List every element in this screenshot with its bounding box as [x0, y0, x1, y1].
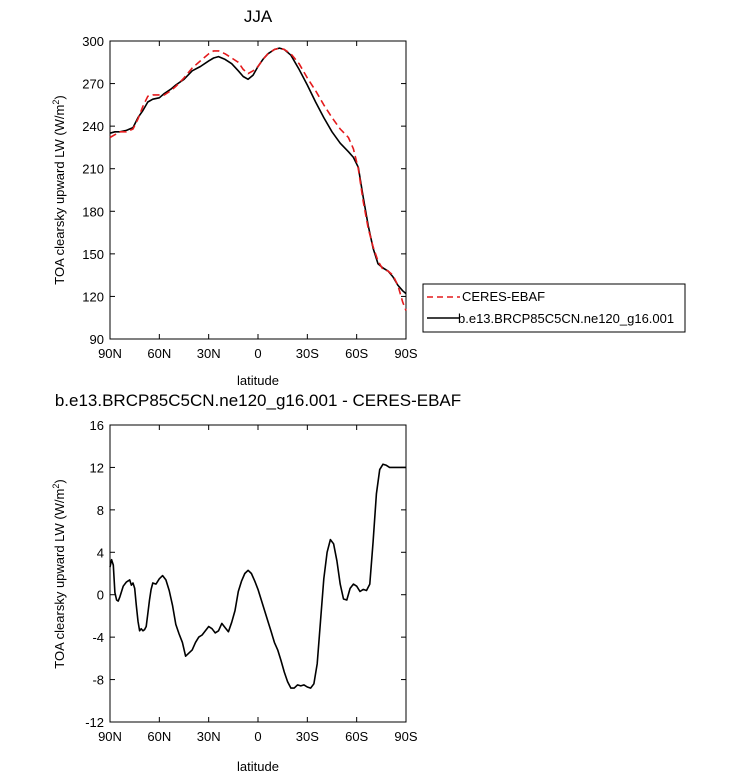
- x-tick-label: 30S: [296, 346, 319, 361]
- x-axis-top: 90N 60N 30N 0 30S 60S 90S: [98, 41, 418, 361]
- y-tick-label: 16: [90, 418, 104, 433]
- x-tick-label: 60N: [147, 346, 171, 361]
- x-tick-label: 90N: [98, 346, 122, 361]
- series-line-model: [109, 47, 407, 295]
- y-axis-title-top-sup: 2: [51, 100, 61, 105]
- y-axis-title-bottom-end: ): [52, 479, 67, 483]
- x-tick-label: 60S: [345, 346, 368, 361]
- y-tick-label: 8: [97, 503, 104, 518]
- x-tick-label: 0: [254, 346, 261, 361]
- x-tick-label: 0: [254, 729, 261, 744]
- chart-bottom: b.e13.BRCP85C5CN.ne120_g16.001 - CERES-E…: [51, 391, 461, 774]
- plot-frame-bottom: [109, 424, 407, 723]
- chart-top: JJA 90 120 150 180 210 240 270 300 90N 60N 30N 0 30…: [51, 7, 686, 388]
- y-axis-title-bottom-main: TOA clearsky upward LW (W/m: [52, 489, 67, 669]
- y-tick-label: 4: [97, 545, 104, 560]
- x-tick-label: 90S: [394, 346, 417, 361]
- y-tick-label: 90: [90, 332, 104, 347]
- y-axis-title-top-end: ): [52, 95, 67, 99]
- y-axis-title-top: TOA clearsky upward LW (W/m2): [51, 95, 67, 284]
- x-tick-label: 30N: [197, 346, 221, 361]
- y-axis-title-bottom: TOA clearsky upward LW (W/m2): [51, 479, 67, 668]
- y-tick-label: 120: [82, 289, 104, 304]
- x-tick-label: 30S: [296, 729, 319, 744]
- legend-label-model: b.e13.BRCP85C5CN.ne120_g16.001: [458, 311, 674, 326]
- series-line-ceres: [109, 47, 407, 311]
- legend-label-ceres: CERES-EBAF: [462, 289, 545, 304]
- legend-box: [422, 283, 686, 333]
- y-tick-label: 180: [82, 204, 104, 219]
- y-tick-label: 240: [82, 119, 104, 134]
- series-line-main: [109, 463, 406, 689]
- x-tick-label: 60S: [345, 729, 368, 744]
- legend: CERES-EBAF b.e13.BRCP85C5CN.ne120_g16.00…: [422, 283, 686, 333]
- y-axis-bottom: -12 -8 -4 0 4 8 12 16: [85, 418, 406, 730]
- y-tick-label: 300: [82, 34, 104, 49]
- y-axis-title-top-main: TOA clearsky upward LW (W/m: [52, 105, 67, 285]
- y-tick-label: 270: [82, 77, 104, 92]
- y-tick-label: 12: [90, 460, 104, 475]
- chart-title-top: JJA: [244, 7, 273, 26]
- y-tick-label: -4: [92, 630, 104, 645]
- x-tick-label: 60N: [147, 729, 171, 744]
- y-tick-label: 210: [82, 162, 104, 177]
- x-tick-label: 90S: [394, 729, 417, 744]
- y-tick-label: -8: [92, 673, 104, 688]
- chart-title-bottom: b.e13.BRCP85C5CN.ne120_g16.001 - CERES-E…: [55, 391, 461, 410]
- y-axis-title-bottom-sup: 2: [51, 484, 61, 489]
- series-group-top: [109, 47, 407, 311]
- y-tick-label: -12: [85, 715, 104, 730]
- x-axis-title-bottom: latitude: [237, 759, 279, 774]
- y-tick-label: 150: [82, 247, 104, 262]
- x-axis-title-top: latitude: [237, 373, 279, 388]
- x-tick-label: 90N: [98, 729, 122, 744]
- y-axis-top: 90 120 150 180 210 240 270 300: [82, 34, 406, 347]
- x-tick-label: 30N: [197, 729, 221, 744]
- y-tick-label: 0: [97, 588, 104, 603]
- x-axis-bottom: 90N 60N 30N 0 30S 60S 90S: [98, 425, 418, 744]
- series-group-bottom: [109, 463, 406, 689]
